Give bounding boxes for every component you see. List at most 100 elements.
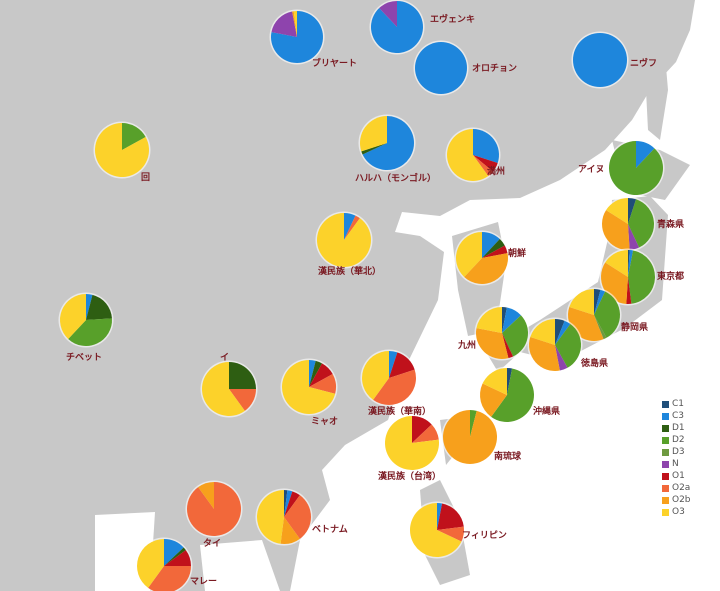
pie-slice-C3 [415,42,467,94]
legend-label: D3 [672,447,685,457]
legend-item: O2b [662,494,691,506]
pie-slice-C3 [473,129,499,164]
pie-20 [360,349,418,407]
land-sakhalin [640,10,668,140]
pie-slice-N [628,224,640,250]
legend-item: C3 [662,410,691,422]
legend-item: N [662,458,691,470]
pie-slice-O1 [482,245,508,258]
pie-slice-O3 [256,490,284,544]
pie-21 [383,414,441,472]
pie-slice-C3 [502,307,521,333]
legend-label: D2 [672,435,685,445]
pie-slice-O2b [464,253,508,284]
population-label: イ [220,353,230,363]
legend-item: O3 [662,506,691,518]
pie-charts [58,0,665,591]
legend-swatch [662,448,669,456]
pie-12 [566,287,622,343]
pie-slice-O2a [412,424,439,443]
legend-item: D2 [662,434,691,446]
population-label: オロチョン [472,64,518,74]
pie-slice-O1 [412,416,432,443]
legend-item: C1 [662,398,691,410]
pie-slice-D2 [470,409,477,437]
legend-swatch [662,436,669,444]
pie-slice-D2 [122,123,146,150]
pie-slice-D2 [628,199,654,248]
pie-slice-O3 [482,368,507,395]
pie-22 [185,480,243,538]
population-label: 沖縄県 [533,407,561,417]
pie-slice-O3 [605,250,628,277]
pie-slice-N [379,1,397,27]
population-label: ニヴフ [630,59,658,69]
pie-slice-D1 [482,239,505,258]
pie-slice-C1 [628,250,630,277]
pie-slice-C3 [389,351,398,378]
pie-18 [200,360,258,418]
pie-2 [413,40,469,96]
population-label: ベトナム [312,525,348,535]
legend-swatch [662,484,669,492]
pie-slice-D2 [608,141,663,195]
pie-slice-C3 [555,320,571,345]
population-label: 漢民族（華北） [318,267,382,277]
legend-item: O2a [662,482,691,494]
pie-slice-O2b [480,383,507,417]
pie-slice-O2a [229,389,256,411]
pie-slice-C3 [594,289,606,315]
pie-slice-O3 [385,416,440,470]
legend-label: D1 [672,423,685,433]
pie-slice-C3 [362,116,415,170]
legend-label: O3 [672,507,685,517]
legend-label: O2a [672,483,691,493]
pie-slice-C3 [573,33,627,87]
population-label: 東京都 [657,272,685,282]
pie-slice-D1 [164,547,186,566]
population-label: アイヌ [578,165,605,175]
population-label: 朝鮮 [508,249,527,259]
pie-slice-O3 [282,360,336,414]
pie-slice-O1 [626,277,632,305]
pie-slice-C3 [628,250,634,277]
population-label: ブリヤート [312,59,358,69]
pie-slice-D1 [309,360,323,387]
pie-slice-O2b [529,336,560,371]
population-label: エヴェンキ [430,15,476,25]
pie-slice-O3 [476,307,502,333]
pie-slice-C3 [309,360,316,387]
pie-slice-O3 [137,539,164,588]
legend-item: O1 [662,470,691,482]
pie-slice-C1 [507,368,513,395]
legend-swatch [662,460,669,468]
legend-swatch [662,424,669,432]
pie-slice-O3 [447,129,489,181]
pie-25 [135,537,193,591]
pie-16 [441,408,499,466]
pie-slice-D2 [628,250,655,304]
pie-slice-O2b [602,210,630,251]
pie-slice-O2b [475,328,509,359]
pie-24 [408,501,466,559]
population-label: 青森県 [657,220,685,230]
population-label: ハルハ（モンゴル） [355,174,437,184]
pie-slice-O1 [502,333,514,359]
pie-slice-C1 [502,307,507,333]
pie-slice-C1 [284,490,288,517]
pie-4 [358,114,416,172]
legend-item: D1 [662,422,691,434]
pie-slice-O3 [456,232,482,277]
pie-19 [280,358,338,416]
pie-23 [255,488,313,546]
pie-slice-C3 [482,232,500,258]
population-label: 九州 [458,341,477,351]
legend-label: C3 [672,411,685,421]
pie-14 [474,305,530,361]
pie-slice-O3 [362,351,389,400]
pie-slice-O3 [530,319,555,345]
population-label: チベット [66,353,103,363]
legend-swatch [662,472,669,480]
pie-slice-O1 [389,352,415,378]
pie-slice-C3 [164,539,184,566]
